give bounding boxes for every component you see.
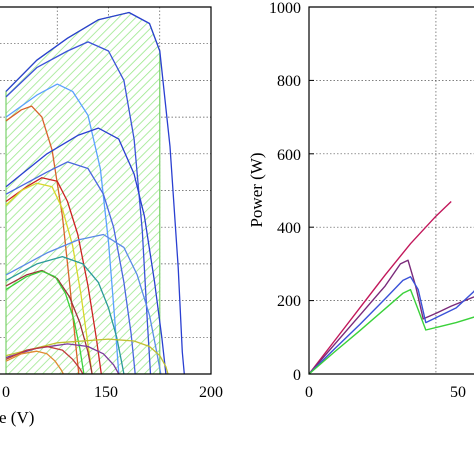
right-x-tick-0: 0: [305, 384, 313, 401]
left-series-line-10: [5, 269, 93, 374]
right-y-tick-0: 0: [293, 367, 301, 384]
left-x-tick-0: 0: [2, 384, 10, 401]
right-y-tick-200: 200: [277, 293, 301, 310]
operating-region-hatch: [5, 11, 161, 374]
left-series-line-7: [5, 182, 93, 374]
left-plot-frame: [0, 6, 212, 375]
left-series-line-5: [5, 161, 136, 374]
right-series-line-0: [309, 200, 452, 374]
left-series-line-15: [5, 350, 64, 374]
left-series-line-12: [5, 338, 169, 374]
right-x-ticks: 0 50: [305, 384, 466, 401]
left-series-line-14: [5, 345, 84, 374]
left-series-line-11: [5, 270, 85, 374]
right-series-line-3: [309, 288, 474, 374]
left-chart: 0 150 200 e (V): [0, 6, 223, 427]
left-x-tick-150: 150: [94, 384, 118, 401]
left-series-line-2: [5, 83, 120, 374]
right-x-tick-50: 50: [450, 384, 466, 401]
left-series-line-4: [5, 127, 167, 374]
right-y-tick-800: 800: [277, 73, 301, 90]
right-y-ticks: 1000 800 600 400 200 0: [269, 0, 301, 384]
right-series-line-2: [309, 276, 474, 374]
left-series-line-8: [5, 233, 162, 374]
right-y-tick-1000: 1000: [269, 0, 301, 17]
right-series-line-1: [309, 259, 474, 374]
right-y-tick-400: 400: [277, 220, 301, 237]
right-y-axis-label: Power (W): [247, 152, 266, 227]
left-series-line-6: [5, 177, 102, 374]
right-grid: [309, 6, 474, 375]
left-x-tick-200: 200: [199, 384, 223, 401]
left-x-axis-label: e (V): [0, 408, 34, 427]
left-x-ticks: 0 150 200: [2, 384, 223, 401]
left-series: [5, 11, 185, 374]
left-series-line-0: [5, 11, 185, 374]
left-series-line-1: [5, 41, 152, 374]
left-series-line-9: [5, 255, 125, 374]
right-plot-frame: [308, 6, 474, 375]
right-series: [309, 200, 474, 374]
right-y-tick-600: 600: [277, 147, 301, 164]
right-chart: 1000 800 600 400 200 0 0 50 Power (W): [247, 0, 474, 401]
